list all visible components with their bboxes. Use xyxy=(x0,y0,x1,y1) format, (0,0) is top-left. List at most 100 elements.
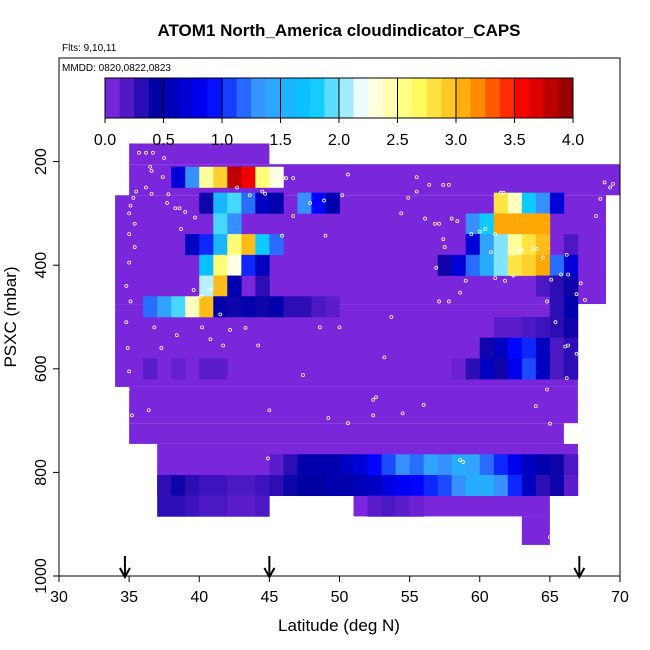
colorbar-swatch xyxy=(236,78,252,118)
sample-point xyxy=(208,287,213,292)
colorbar-swatch xyxy=(441,78,457,118)
x-tick-label: 70 xyxy=(611,589,629,606)
sample-point xyxy=(128,299,133,304)
sample-point xyxy=(437,221,441,226)
heatmap-cell xyxy=(563,454,579,476)
heatmap-cell xyxy=(185,166,200,188)
heatmap-cell xyxy=(227,234,242,256)
heatmap-cell xyxy=(493,337,509,359)
heatmap-cell xyxy=(549,296,565,318)
heatmap-cell xyxy=(255,296,270,318)
heatmap-cell xyxy=(171,166,186,188)
sample-point xyxy=(152,325,157,330)
heatmap-cell xyxy=(227,495,242,517)
sample-point xyxy=(275,176,280,181)
heatmap-region xyxy=(521,516,550,545)
chart-title: ATOM1 North_America cloudindicator_CAPS xyxy=(157,21,520,40)
heatmap-cell xyxy=(521,358,537,380)
sample-point xyxy=(442,245,447,249)
heatmap-cell xyxy=(227,474,242,497)
sample-point xyxy=(578,281,583,286)
colorbar-tick-label: 3.0 xyxy=(445,132,467,149)
heatmap-cell xyxy=(353,454,368,476)
sample-point xyxy=(144,150,148,155)
heatmap-cell xyxy=(535,358,551,380)
sample-point xyxy=(535,246,540,251)
sample-point xyxy=(144,185,148,190)
colorbar-swatch xyxy=(382,78,398,118)
sample-point xyxy=(291,176,296,181)
heatmap-cell xyxy=(521,192,537,214)
heatmap-cell xyxy=(563,275,579,297)
colorbar-swatch xyxy=(470,78,486,118)
heatmap-cell xyxy=(255,192,270,214)
sample-point xyxy=(434,265,439,270)
sample-point xyxy=(247,193,252,198)
sample-point xyxy=(455,219,460,224)
sample-point xyxy=(602,180,607,185)
sample-point xyxy=(173,206,178,211)
heatmap-cell xyxy=(507,192,523,214)
heatmap-cell xyxy=(479,234,495,256)
x-tick-label: 45 xyxy=(260,589,278,606)
colorbar-swatch xyxy=(280,78,296,118)
heatmap-cell xyxy=(157,474,172,497)
y-axis-label: PSXC (mbar) xyxy=(1,266,20,367)
x-axis: 30 35 40 45 50 55 60 65 70 xyxy=(50,575,629,606)
sample-point xyxy=(198,294,203,299)
heatmap-cell xyxy=(227,296,242,318)
heatmap-cell xyxy=(339,454,354,476)
sample-point xyxy=(432,221,437,226)
sample-point xyxy=(399,211,404,216)
sample-point xyxy=(608,185,613,190)
sample-point xyxy=(437,299,441,304)
sample-point xyxy=(489,250,493,255)
colorbar-swatch xyxy=(119,78,135,118)
sample-point xyxy=(146,408,151,413)
sample-point xyxy=(291,214,296,218)
heatmap-cell xyxy=(283,454,298,476)
colorbar-tick-label: 3.5 xyxy=(503,132,525,149)
sample-point xyxy=(166,192,171,197)
sample-point xyxy=(423,216,427,221)
sample-point xyxy=(127,232,132,237)
heatmap-cell xyxy=(535,317,551,339)
colorbar-swatch xyxy=(543,78,559,118)
colorbar-swatch xyxy=(529,78,545,118)
sample-point xyxy=(371,413,376,418)
heatmap-cell xyxy=(437,454,452,476)
heatmap-cell xyxy=(521,337,537,359)
heatmap-cell xyxy=(241,192,256,214)
heatmap-cell xyxy=(269,454,284,476)
heatmap-cell xyxy=(255,495,270,517)
heatmap-cell xyxy=(241,234,256,256)
flight-marker-arrow-icon xyxy=(263,567,276,580)
heatmap-cell xyxy=(227,275,242,297)
sample-point xyxy=(545,387,549,392)
sample-point xyxy=(461,460,465,464)
sample-point xyxy=(566,272,571,277)
sample-point xyxy=(263,191,268,196)
sample-point xyxy=(235,185,240,190)
sample-point xyxy=(574,292,579,297)
sample-point xyxy=(256,343,261,348)
x-tick-label: 60 xyxy=(471,589,489,606)
sample-point xyxy=(308,201,312,205)
sample-point xyxy=(564,376,569,381)
colorbar-swatch xyxy=(499,78,515,118)
heatmap-cell xyxy=(493,213,509,235)
heatmap-cell xyxy=(409,495,424,517)
sample-point xyxy=(149,191,154,196)
sample-point xyxy=(200,325,204,330)
sample-point xyxy=(382,355,387,360)
heatmap-cell xyxy=(493,317,509,339)
heatmap-cell xyxy=(171,296,186,318)
heatmap-cell xyxy=(297,454,312,476)
colorbar-swatch xyxy=(456,78,472,118)
heatmap-cell xyxy=(227,192,242,214)
heatmap-cell xyxy=(465,358,481,380)
heatmap-cell xyxy=(479,454,495,476)
heatmap-cell xyxy=(535,192,551,214)
heatmap-cell xyxy=(493,254,509,276)
